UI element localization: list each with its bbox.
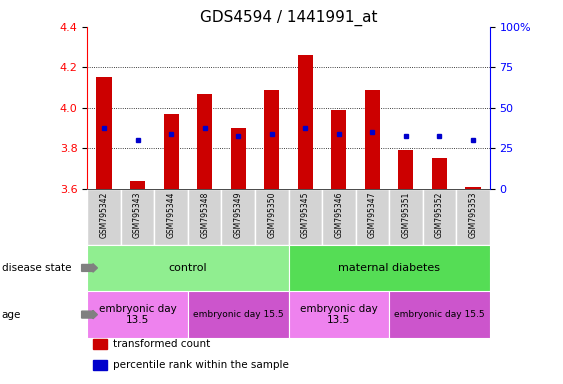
Bar — [164, 114, 178, 189]
Text: embryonic day 15.5: embryonic day 15.5 — [193, 310, 284, 319]
Bar — [389, 291, 490, 338]
Bar — [255, 189, 289, 245]
Bar — [96, 78, 111, 189]
Bar — [356, 189, 389, 245]
Bar — [87, 245, 289, 291]
Bar — [197, 94, 212, 189]
Bar — [188, 189, 221, 245]
Text: GSM795344: GSM795344 — [167, 191, 176, 238]
Text: transformed count: transformed count — [113, 339, 210, 349]
Bar — [466, 187, 481, 189]
Text: maternal diabetes: maternal diabetes — [338, 263, 440, 273]
Text: GSM795343: GSM795343 — [133, 191, 142, 238]
Bar — [423, 189, 456, 245]
Text: GSM795353: GSM795353 — [468, 191, 477, 238]
Bar — [331, 110, 346, 189]
Text: GSM795352: GSM795352 — [435, 191, 444, 238]
Bar — [221, 189, 255, 245]
Bar — [322, 189, 356, 245]
Bar — [231, 128, 246, 189]
Text: percentile rank within the sample: percentile rank within the sample — [113, 360, 288, 370]
Bar — [432, 158, 447, 189]
Text: control: control — [168, 263, 207, 273]
Bar — [264, 89, 279, 189]
Text: GSM795347: GSM795347 — [368, 191, 377, 238]
Bar — [87, 291, 188, 338]
Text: GSM795351: GSM795351 — [401, 191, 410, 238]
Bar — [87, 189, 121, 245]
Bar — [289, 291, 389, 338]
Text: GSM795342: GSM795342 — [100, 191, 109, 238]
Text: embryonic day
13.5: embryonic day 13.5 — [300, 304, 378, 325]
Title: GDS4594 / 1441991_at: GDS4594 / 1441991_at — [200, 9, 377, 25]
Text: embryonic day
13.5: embryonic day 13.5 — [99, 304, 176, 325]
Text: GSM795350: GSM795350 — [267, 191, 276, 238]
Bar — [456, 189, 490, 245]
Bar — [399, 150, 413, 189]
Bar — [365, 89, 380, 189]
Text: embryonic day 15.5: embryonic day 15.5 — [394, 310, 485, 319]
Bar — [154, 189, 188, 245]
Bar — [121, 189, 154, 245]
Text: GSM795348: GSM795348 — [200, 191, 209, 238]
Text: GSM795346: GSM795346 — [334, 191, 343, 238]
Text: GSM795345: GSM795345 — [301, 191, 310, 238]
Bar — [289, 245, 490, 291]
Bar — [298, 55, 313, 189]
Bar — [188, 291, 289, 338]
Bar — [389, 189, 423, 245]
Text: age: age — [2, 310, 21, 319]
Bar — [130, 180, 145, 189]
Text: GSM795349: GSM795349 — [234, 191, 243, 238]
Text: disease state: disease state — [2, 263, 71, 273]
Bar — [289, 189, 322, 245]
